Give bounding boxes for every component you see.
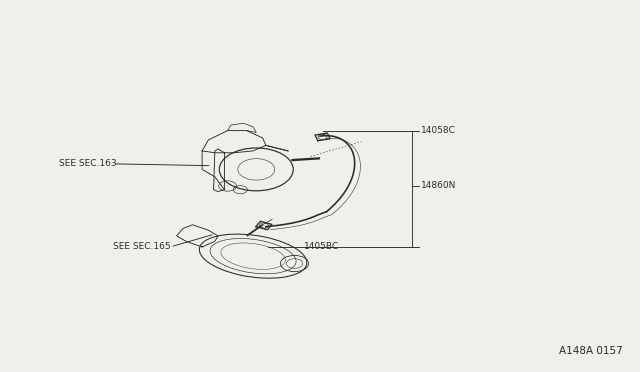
Text: 14860N: 14860N bbox=[420, 182, 456, 190]
Text: SEE SEC.165: SEE SEC.165 bbox=[113, 243, 170, 251]
Text: SEE SEC.163: SEE SEC.163 bbox=[59, 159, 116, 169]
Text: 1405BC: 1405BC bbox=[304, 243, 339, 251]
Text: A148A 0157: A148A 0157 bbox=[559, 346, 623, 356]
Text: 14058C: 14058C bbox=[420, 126, 456, 135]
